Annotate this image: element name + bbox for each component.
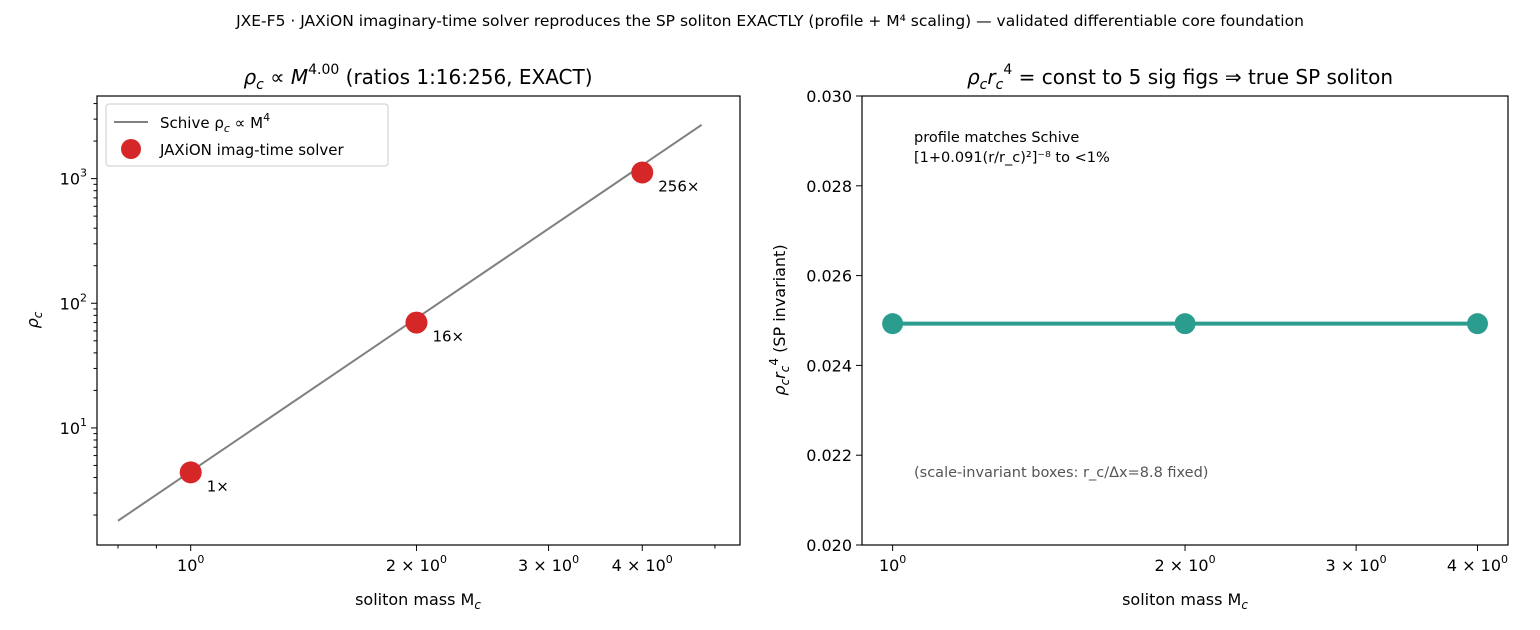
jaxion-data-point: [405, 311, 428, 334]
right-y-axis: 0.020 0.022 0.024 0.026 0.028 0.030: [806, 87, 862, 555]
x-tick-label: 2 × 100: [386, 553, 447, 575]
right-chart: ρcrc4 = const to 5 sig figs ⇒ true SP so…: [767, 62, 1509, 612]
legend-entry-jaxion: JAXiON imag-time solver: [159, 141, 344, 159]
y-tick-label: 0.022: [806, 446, 852, 465]
sp-invariant-point: [1466, 313, 1488, 335]
x-tick-label: 100: [177, 553, 204, 575]
data-point-ratio-label: 16×: [432, 328, 464, 346]
left-axes-frame: [96, 95, 741, 546]
left-y-axis-label: ρc: [23, 311, 45, 328]
left-x-axis-label: soliton mass Mc: [355, 590, 481, 612]
y-tick-label: 102: [60, 291, 87, 313]
right-chart-title: ρcrc4 = const to 5 sig figs ⇒ true SP so…: [967, 62, 1393, 93]
right-x-axis-label: soliton mass Mc: [1122, 590, 1248, 612]
x-tick-label: 4 × 100: [1447, 553, 1508, 575]
data-point-ratio-label: 1×: [207, 477, 229, 495]
y-tick-label: 0.028: [806, 177, 852, 196]
left-chart: ρc ∝ M4.00 (ratios 1:16:256, EXACT) 1× 16…: [23, 62, 741, 612]
figure-suptitle: JXE-F5 · JAXiON imaginary-time solver re…: [235, 12, 1304, 30]
jaxion-data-point: [631, 161, 654, 184]
x-tick-label: 2 × 100: [1154, 553, 1215, 575]
y-tick-label: 0.026: [806, 267, 852, 286]
x-tick-label: 3 × 100: [518, 553, 579, 575]
right-y-axis-label: ρcrc4 (SP invariant): [767, 244, 792, 395]
legend-marker-swatch: [121, 139, 141, 159]
annotation-profile-line2: [1+0.091(r/r_c)²]⁻⁸ to <1%: [914, 150, 1110, 166]
y-tick-label: 0.030: [806, 87, 852, 106]
left-chart-title: ρc ∝ M4.00 (ratios 1:16:256, EXACT): [243, 62, 592, 93]
x-tick-label: 100: [879, 553, 906, 575]
x-tick-label: 3 × 100: [1326, 553, 1387, 575]
left-legend: Schive ρc ∝ M4 JAXiON imag-time solver: [105, 103, 389, 167]
y-tick-label: 0.024: [806, 356, 852, 375]
legend-entry-schive: Schive ρc ∝ M4: [160, 111, 270, 135]
annotation-scale-invariant: (scale-invariant boxes: r_c/Δx=8.8 fixed…: [914, 465, 1208, 481]
legend-box: [105, 103, 389, 167]
y-tick-label: 0.020: [806, 536, 852, 555]
sp-invariant-point: [882, 313, 904, 335]
annotation-profile-line1: profile matches Schive: [914, 130, 1079, 146]
left-plot-area: 1× 16× 256×: [117, 124, 703, 522]
sp-invariant-point: [1174, 313, 1196, 335]
x-tick-label: 4 × 100: [612, 553, 673, 575]
jaxion-data-point: [179, 461, 202, 484]
right-x-axis: 100 2 × 100 3 × 100 4 × 100: [879, 545, 1508, 575]
data-point-ratio-label: 256×: [658, 177, 699, 195]
y-tick-label: 101: [60, 416, 87, 438]
y-tick-label: 103: [60, 167, 87, 189]
right-plot-area: [882, 313, 1488, 335]
left-y-axis: 101 102 103: [60, 103, 97, 516]
left-x-axis: 100 2 × 100 3 × 100 4 × 100: [117, 545, 716, 575]
